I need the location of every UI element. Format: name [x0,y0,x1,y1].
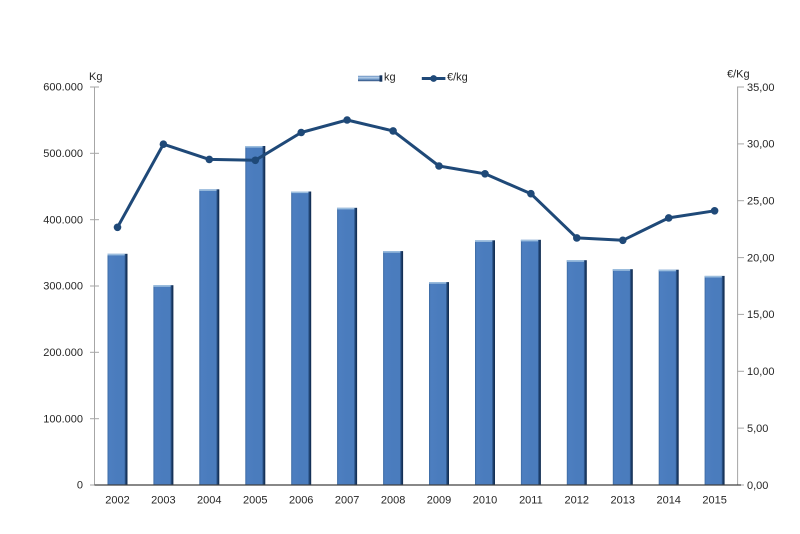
svg-text:10,00: 10,00 [747,366,775,378]
svg-text:2003: 2003 [151,494,175,506]
svg-text:2015: 2015 [702,494,726,506]
svg-text:500.000: 500.000 [43,148,83,160]
svg-text:0,00: 0,00 [747,480,768,492]
svg-text:2009: 2009 [427,494,451,506]
svg-text:30,00: 30,00 [747,139,775,151]
svg-text:35,00: 35,00 [747,82,775,94]
svg-text:2014: 2014 [656,494,680,506]
svg-text:400.000: 400.000 [43,214,83,226]
svg-text:100.000: 100.000 [43,413,83,425]
svg-text:2010: 2010 [473,494,497,506]
svg-text:2013: 2013 [611,494,635,506]
svg-text:0: 0 [77,480,83,492]
svg-text:2002: 2002 [105,494,129,506]
svg-text:2008: 2008 [381,494,405,506]
svg-text:kg: kg [384,71,396,83]
svg-text:200.000: 200.000 [43,347,83,359]
svg-text:2006: 2006 [289,494,313,506]
svg-text:2012: 2012 [565,494,589,506]
svg-text:Kg: Kg [89,71,102,83]
svg-text:€/Kg: €/Kg [727,69,750,81]
svg-text:5,00: 5,00 [747,423,768,435]
svg-text:2004: 2004 [197,494,221,506]
svg-text:600.000: 600.000 [43,82,83,94]
svg-text:2005: 2005 [243,494,267,506]
svg-text:2007: 2007 [335,494,359,506]
svg-text:€/kg: €/kg [447,71,468,83]
svg-text:20,00: 20,00 [747,252,775,264]
svg-text:15,00: 15,00 [747,309,775,321]
svg-text:25,00: 25,00 [747,196,775,208]
svg-text:2011: 2011 [519,494,543,506]
svg-text:300.000: 300.000 [43,281,83,293]
